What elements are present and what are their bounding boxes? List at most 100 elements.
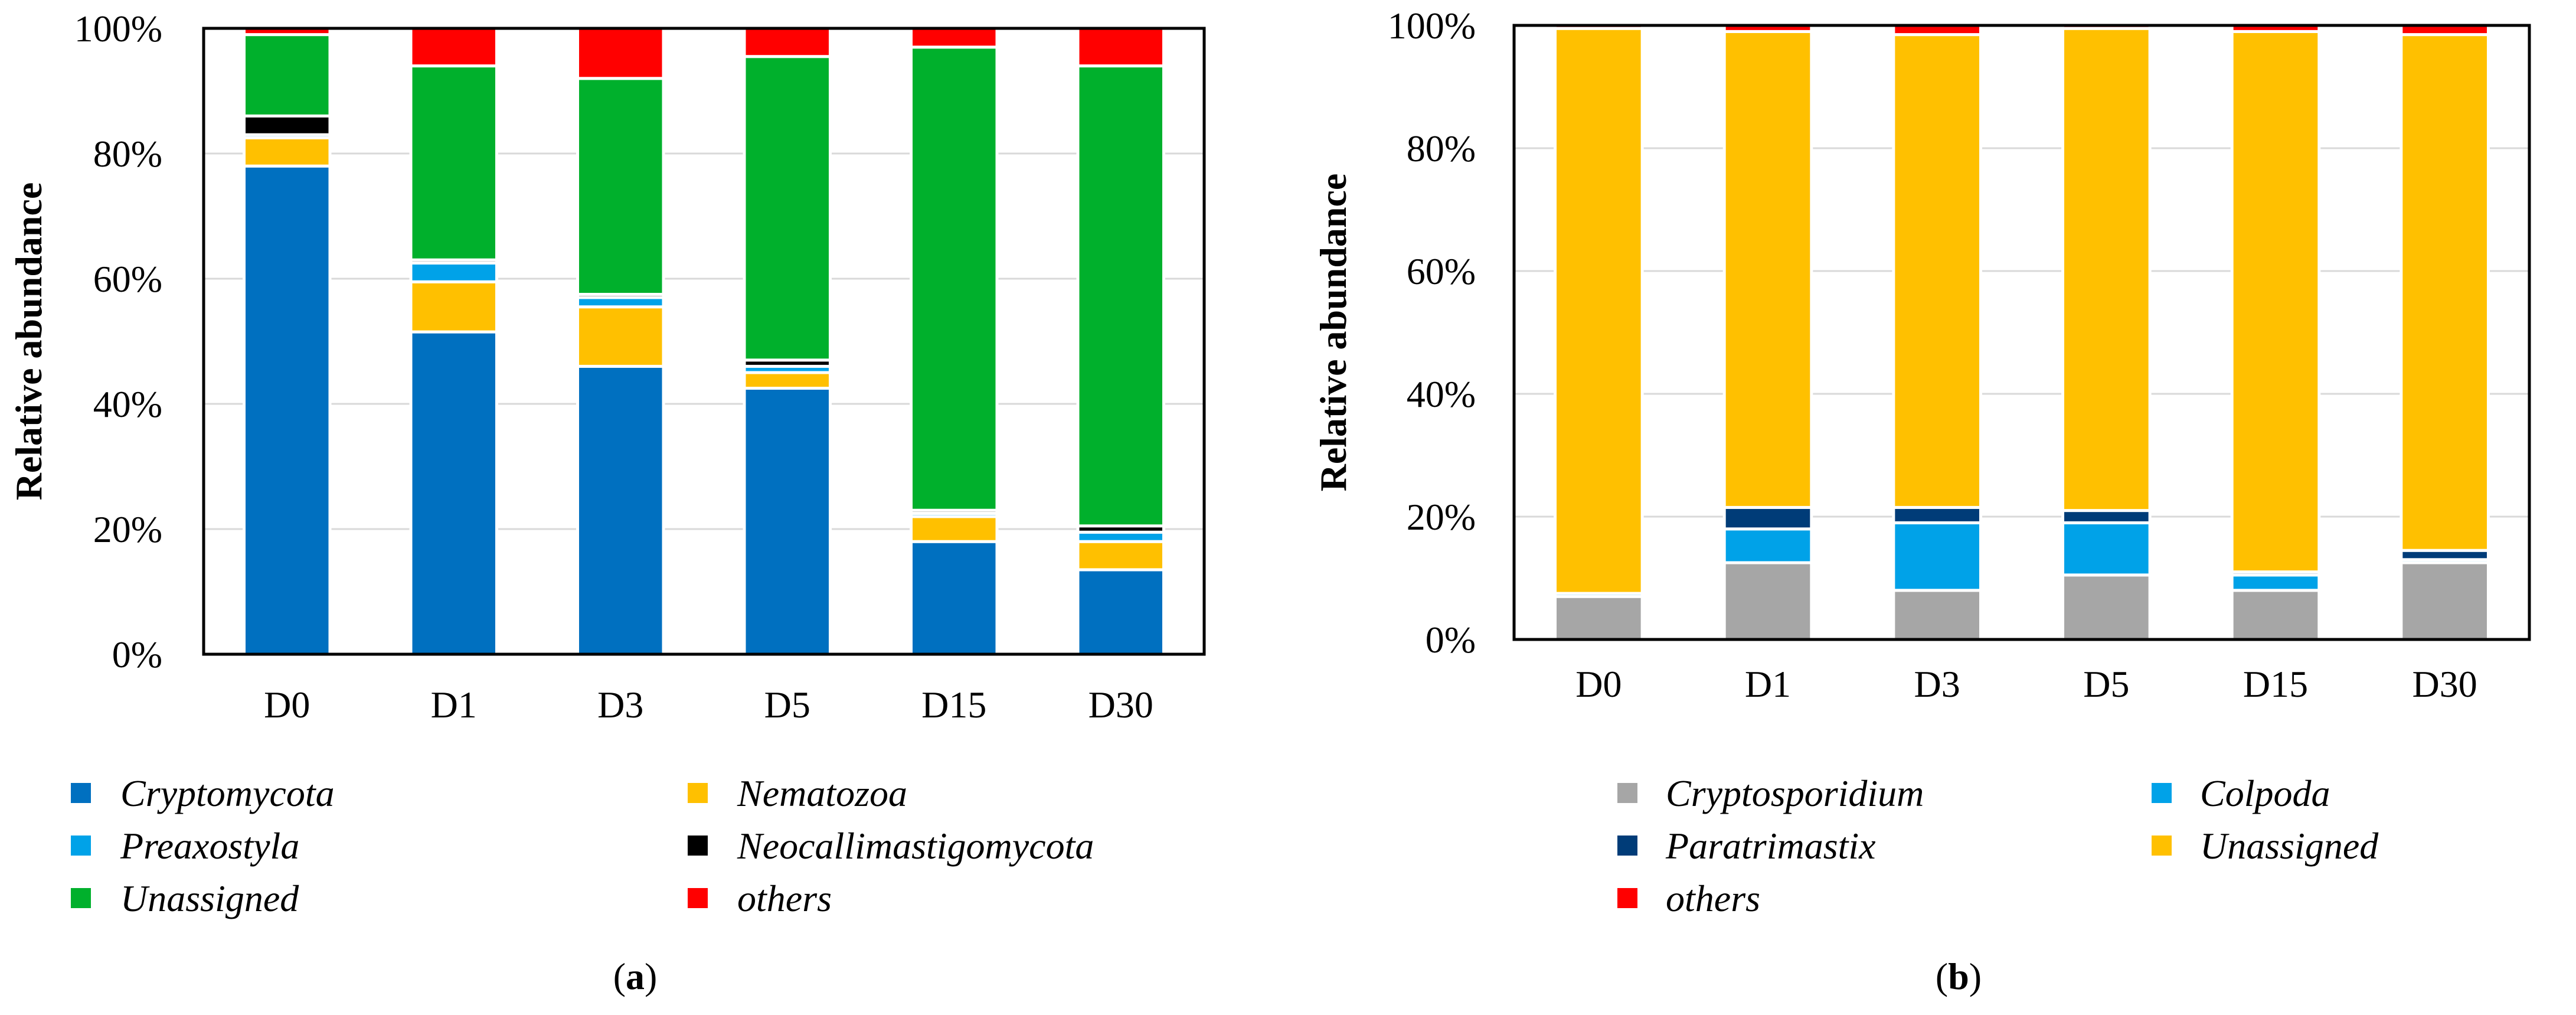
- panel-b-legend-swatch-paratrimastix: [1617, 836, 1637, 856]
- panel-a-x-axis: D0 D1 D3 D5 D15 D30: [264, 684, 1153, 726]
- panel-b-legend-swatch-colpoda: [2152, 783, 2172, 803]
- panel-a-x-tick-label-d15: D15: [921, 684, 986, 726]
- panel-b-x-axis: D0 D1 D3 D5 D15 D30: [1575, 663, 2477, 705]
- panel-a-bar-d0-nematozoa: [243, 136, 332, 168]
- panel-a-legend-label-preaxostyla: Preaxostyla: [120, 825, 299, 867]
- panel-b-bar-d15-unassigned: [2230, 30, 2321, 574]
- panel-b-legend-swatch-others: [1617, 888, 1637, 908]
- panel-a-bar-d1-cryptomycota: [409, 330, 498, 656]
- panel-b-y-tick-label: 100%: [1388, 5, 1476, 47]
- panel-b-legend-swatch-cryptosporidium: [1617, 783, 1637, 803]
- panel-b-x-tick-label-d5: D5: [2083, 663, 2129, 705]
- panel-a-y-tick-label: 80%: [93, 133, 162, 175]
- panel-b-y-tick-label: 0%: [1426, 619, 1476, 661]
- panel-b-bar-d0-unassigned: [1554, 27, 1644, 595]
- panel-b-bar-d3-unassigned: [1892, 33, 1982, 509]
- panel-a-bar-d1-nematozoa: [409, 280, 498, 334]
- panel-a-bar-d15-unassigned: [910, 45, 999, 512]
- panel-b-x-tick-label-d30: D30: [2412, 663, 2477, 705]
- panel-b-x-tick-label-d0: D0: [1575, 663, 1622, 705]
- panel-b-bar-d5-colpoda: [2061, 521, 2152, 577]
- panel-a-legend-swatch-cryptomycota: [71, 783, 91, 803]
- panel-b-bar-d1-paratrimastix: [1722, 505, 1813, 531]
- panel-b-bar-d1-unassigned: [1722, 30, 1813, 509]
- panel-b-bar-d30-cryptosporidium: [2400, 561, 2490, 641]
- panel-a-legend-label-nematozoa: Nematozoa: [737, 772, 907, 814]
- panel-a-bar-d3-unassigned: [576, 77, 665, 296]
- panel-b-bars: [1554, 24, 2490, 641]
- panel-a-bar-d1-unassigned: [409, 64, 498, 262]
- panel-a-bar-d1-others: [409, 27, 498, 68]
- panel-b-x-tick-label-d1: D1: [1745, 663, 1791, 705]
- panel-a-x-tick-label-d0: D0: [264, 684, 310, 726]
- panel-a-caption: (a): [613, 955, 658, 997]
- panel-a-legend-label-cryptomycota: Cryptomycota: [120, 772, 335, 814]
- panel-a-y-tick-label: 40%: [93, 383, 162, 425]
- panel-a-bar-d30-nematozoa: [1076, 540, 1165, 572]
- panel-a-bar-d0-unassigned: [243, 33, 332, 118]
- panel-a-bar-d0-neocallimastigomycota: [243, 114, 332, 136]
- panel-a-bar-d0-cryptomycota: [243, 164, 332, 656]
- panel-a-bar-d30-unassigned: [1076, 64, 1165, 528]
- panel-a-bar-d5-others: [743, 27, 832, 58]
- panel-b-y-axis: 0% 20% 40% 60% 80% 100%: [1388, 5, 1476, 661]
- panel-a-bar-d30-cryptomycota: [1076, 568, 1165, 656]
- panel-a-bar-d3-nematozoa: [576, 305, 665, 368]
- panel-a-bar-d3-cryptomycota: [576, 364, 665, 656]
- panel-a-bar-d5-cryptomycota: [743, 387, 832, 656]
- panel-b: 0% 20% 40% 60% 80% 100% D0 D1 D3 D5 D15 D30 Relati…: [1312, 5, 2531, 997]
- panel-a-x-tick-label-d5: D5: [764, 684, 810, 726]
- panel-b-legend-swatch-unassigned: [2152, 836, 2172, 856]
- panel-a-legend: Cryptomycota Nematozoa Preaxostyla Neocalli…: [71, 772, 1094, 919]
- panel-a-bar-d5-unassigned: [743, 55, 832, 362]
- panel-b-bar-d5-unassigned: [2061, 27, 2152, 513]
- panel-b-bar-d3-paratrimastix: [1892, 505, 1982, 524]
- panel-a: 0% 20% 40% 60% 80% 100% D0 D1 D3 D5 D15 D30 Relati…: [8, 8, 1206, 997]
- panel-a-legend-label-neocallimastigomycota: Neocallimastigomycota: [737, 825, 1094, 867]
- panel-a-y-tick-label: 20%: [93, 508, 162, 550]
- panel-a-bar-d1-preaxostyla: [409, 262, 498, 283]
- panel-a-bar-d15-nematozoa: [910, 515, 999, 543]
- panel-b-gridlines: [1514, 147, 2529, 518]
- panel-b-bar-d0-cryptosporidium: [1554, 595, 1644, 641]
- panel-b-y-tick-label: 40%: [1407, 373, 1476, 415]
- panel-b-bar-d3-cryptosporidium: [1892, 589, 1982, 641]
- panel-a-bar-d5-nematozoa: [743, 371, 832, 390]
- panel-b-y-tick-label: 80%: [1407, 128, 1476, 169]
- panel-b-bar-d15-colpoda: [2230, 573, 2321, 592]
- panel-b-x-tick-label-d3: D3: [1914, 663, 1960, 705]
- panel-a-legend-label-unassigned: Unassigned: [120, 877, 299, 919]
- panel-b-legend-label-cryptosporidium: Cryptosporidium: [1666, 772, 1924, 814]
- panel-a-y-axis: 0% 20% 40% 60% 80% 100%: [74, 8, 162, 675]
- panel-a-legend-swatch-nematozoa: [688, 783, 708, 803]
- panel-a-plot-frame: [202, 27, 1206, 656]
- panel-b-legend-label-colpoda: Colpoda: [2200, 772, 2330, 814]
- panel-a-gridlines: [204, 152, 1204, 530]
- panel-b-legend-label-paratrimastix: Paratrimastix: [1665, 825, 1876, 867]
- panel-a-bar-d15-others: [910, 27, 999, 49]
- panel-b-caption: (b): [1936, 955, 1982, 997]
- panel-b-plot-frame: [1512, 24, 2531, 641]
- panel-b-bar-d1-colpoda: [1722, 527, 1813, 564]
- panel-a-x-tick-label-d30: D30: [1088, 684, 1153, 726]
- panel-b-legend: Cryptosporidium Colpoda Paratrimastix Unass…: [1617, 772, 2379, 919]
- panel-b-bar-d5-paratrimastix: [2061, 509, 2152, 524]
- panel-a-bars: [243, 27, 1165, 656]
- panel-a-x-tick-label-d1: D1: [431, 684, 477, 726]
- panel-a-legend-swatch-others: [688, 888, 708, 908]
- panel-a-y-tick-label: 0%: [112, 634, 162, 675]
- panel-a-y-tick-label: 60%: [93, 258, 162, 300]
- panel-a-legend-swatch-unassigned: [71, 888, 91, 908]
- panel-b-y-tick-label: 60%: [1407, 250, 1476, 292]
- panel-a-legend-label-others: others: [737, 877, 832, 919]
- panel-b-legend-label-unassigned: Unassigned: [2200, 825, 2379, 867]
- panel-b-y-tick-label: 20%: [1407, 496, 1476, 538]
- panel-b-bar-d30-unassigned: [2400, 33, 2490, 552]
- panel-a-legend-swatch-neocallimastigomycota: [688, 836, 708, 856]
- panel-a-x-tick-label-d3: D3: [597, 684, 643, 726]
- panel-b-legend-label-others: others: [1666, 877, 1760, 919]
- panel-b-bar-d3-colpoda: [1892, 521, 1982, 592]
- panel-b-x-tick-label-d15: D15: [2243, 663, 2308, 705]
- panel-a-bar-d15-cryptomycota: [910, 540, 999, 656]
